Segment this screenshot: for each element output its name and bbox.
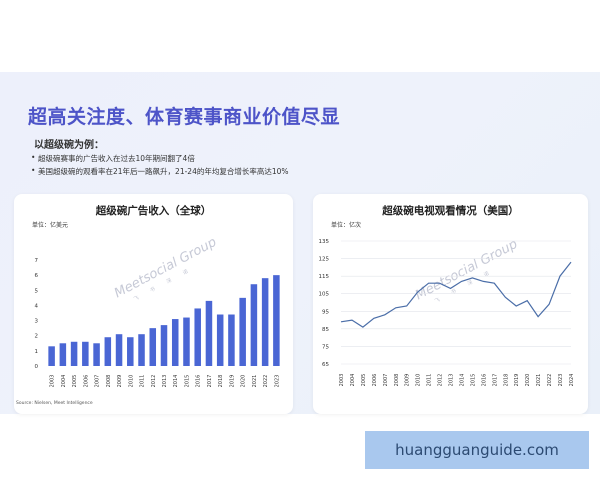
x-tick-label: 2023	[558, 374, 564, 387]
x-tick-label: 2004	[350, 374, 356, 387]
ad-revenue-chart-card: 超级碗广告收入（全球） 单位：亿美元 Meetsocial Group 飞 书 …	[14, 194, 293, 414]
y-tick-label: 1	[35, 349, 39, 355]
x-tick-label: 2016	[196, 375, 202, 388]
bar	[171, 319, 179, 366]
chart-title: 超级碗广告收入（全球）	[95, 205, 212, 217]
x-tick-label: 2016	[481, 374, 487, 387]
y-tick-label: 115	[319, 274, 330, 280]
x-tick-label: 2012	[151, 375, 157, 388]
x-tick-label: 2010	[416, 374, 422, 387]
x-tick-label: 2011	[427, 374, 433, 387]
chart-title: 超级碗电视观看情况（美国）	[382, 205, 519, 217]
chart-unit-label: 单位：亿美元	[32, 222, 69, 229]
x-tick-label: 2009	[405, 374, 411, 387]
site-url-text: huangguanguide.com	[395, 441, 559, 459]
y-tick-label: 95	[322, 309, 329, 315]
bar	[261, 278, 269, 366]
x-tick-label: 2022	[547, 374, 553, 387]
bar	[104, 337, 112, 366]
x-tick-label: 2020	[525, 374, 531, 387]
bar	[149, 328, 157, 366]
x-tick-label: 2017	[207, 375, 213, 388]
y-tick-label: 7	[35, 258, 39, 264]
bar	[59, 343, 67, 366]
bar	[48, 346, 55, 366]
x-tick-label: 2006	[372, 374, 378, 387]
y-tick-label: 105	[319, 292, 330, 298]
bar	[216, 314, 224, 366]
bar	[70, 341, 78, 366]
page-title: 超高关注度、体育赛事商业价值尽显	[28, 106, 341, 128]
site-url-banner: huangguanguide.com	[365, 431, 589, 469]
bar	[239, 297, 246, 366]
x-tick-label: 2014	[173, 375, 179, 388]
x-tick-label: 2022	[263, 375, 269, 388]
bar	[183, 317, 190, 366]
x-tick-label: 2021	[252, 375, 258, 388]
x-tick-label: 2018	[218, 375, 224, 388]
series-line	[340, 261, 572, 328]
x-tick-label: 2019	[229, 375, 235, 388]
x-tick-label: 2010	[128, 375, 134, 388]
y-tick-label: 75	[322, 344, 329, 350]
bar	[82, 341, 89, 366]
x-tick-label: 2004	[61, 375, 67, 388]
ad-revenue-bar-chart: 0 1 2 3 4 5 6 7 2003 2004 2005 2006 2007 2008 2009 2010…	[35, 258, 281, 388]
bar	[138, 334, 145, 366]
x-tick-label: 2011	[140, 375, 146, 388]
bullet-item: 美国超级碗的观看率在21年后一路飙升，21-24的年均复合增长率高达10%	[31, 166, 289, 177]
y-tick-label: 5	[35, 288, 39, 294]
x-tick-label: 2015	[184, 375, 190, 388]
x-tick-label: 2014	[459, 374, 465, 387]
bar	[250, 284, 258, 366]
x-tick-label: 2023	[274, 375, 280, 388]
bar	[160, 325, 168, 366]
bar	[93, 343, 100, 366]
x-tick-label: 2008	[394, 374, 400, 387]
x-tick-label: 2006	[83, 375, 89, 388]
x-tick-label: 2003	[339, 374, 345, 387]
x-tick-label: 2024	[569, 374, 575, 387]
bar	[115, 334, 123, 366]
y-tick-label: 135	[319, 239, 330, 245]
x-tick-label: 2007	[95, 375, 101, 388]
tv-viewership-chart-card: 超级碗电视观看情况（美国） 单位：亿次 Meetsocial Group 飞 书…	[313, 194, 588, 414]
bar	[194, 308, 201, 366]
bar	[228, 314, 235, 366]
chart-unit-label: 单位：亿次	[331, 222, 362, 229]
y-tick-label: 65	[322, 362, 329, 368]
intro-text: 以超级碗为例：	[34, 140, 104, 151]
x-tick-label: 2013	[449, 374, 455, 387]
y-tick-label: 6	[35, 273, 39, 279]
x-tick-label: 2009	[117, 375, 123, 388]
y-tick-label: 125	[319, 257, 330, 263]
y-tick-label: 4	[35, 303, 39, 309]
source-note: Source: Nielsen, Meet Intelligence	[16, 401, 93, 406]
y-tick-label: 0	[35, 364, 39, 370]
x-tick-label: 2019	[514, 374, 520, 387]
y-tick-label: 85	[322, 327, 329, 333]
x-tick-label: 2017	[492, 374, 498, 387]
bar	[127, 337, 134, 366]
bar	[205, 300, 213, 366]
x-tick-label: 2005	[361, 374, 367, 387]
x-tick-label: 2018	[503, 374, 509, 387]
tv-viewership-line-chart: 65 75 85 95 105 115 125 135 2003 2004 2005 2006 2007…	[319, 239, 576, 387]
bullet-item: 超级碗赛事的广告收入在过去10年期间翻了4倍	[31, 153, 195, 164]
x-tick-label: 2020	[241, 375, 247, 388]
x-tick-label: 2021	[536, 374, 542, 387]
x-tick-label: 2008	[106, 375, 112, 388]
y-tick-label: 3	[35, 319, 39, 325]
y-tick-label: 2	[35, 334, 39, 340]
x-tick-label: 2012	[438, 374, 444, 387]
x-tick-label: 2007	[383, 374, 389, 387]
bar	[273, 275, 280, 366]
x-tick-label: 2003	[50, 375, 56, 388]
x-tick-label: 2015	[470, 374, 476, 387]
x-tick-label: 2005	[72, 375, 78, 388]
x-tick-label: 2013	[162, 375, 168, 388]
